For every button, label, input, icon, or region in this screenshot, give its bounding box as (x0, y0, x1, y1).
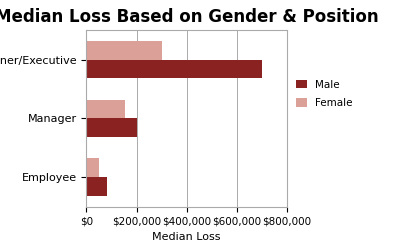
Bar (86, 100, 125, 118)
Bar (86, 177, 107, 196)
Bar (86, 60, 262, 78)
X-axis label: Median Loss: Median Loss (152, 232, 221, 242)
Bar (86, 118, 137, 137)
Title: Median Loss Based on Gender & Position: Median Loss Based on Gender & Position (0, 8, 378, 26)
Bar (86, 41, 162, 60)
Legend: Male, Female: Male, Female (296, 80, 353, 108)
Bar (86, 159, 99, 177)
